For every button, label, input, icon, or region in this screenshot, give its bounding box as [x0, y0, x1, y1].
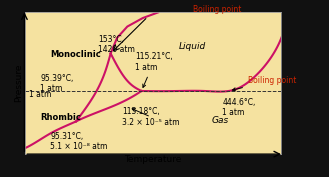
Text: Rhombic: Rhombic — [40, 113, 81, 122]
Text: 153°C,
1420 atm: 153°C, 1420 atm — [98, 35, 135, 55]
Text: Boiling point: Boiling point — [233, 76, 296, 91]
Text: Monoclinic: Monoclinic — [50, 50, 101, 59]
Text: Boiling point: Boiling point — [193, 5, 241, 14]
Text: 95.31°C,
5.1 × 10⁻⁸ atm: 95.31°C, 5.1 × 10⁻⁸ atm — [50, 132, 108, 152]
Text: 1 atm: 1 atm — [29, 90, 51, 99]
Text: 115.18°C,
3.2 × 10⁻⁵ atm: 115.18°C, 3.2 × 10⁻⁵ atm — [122, 107, 180, 127]
Text: Liquid: Liquid — [179, 42, 206, 51]
Text: 115.21°C,
1 atm: 115.21°C, 1 atm — [135, 52, 173, 87]
Text: 444.6°C,
1 atm: 444.6°C, 1 atm — [222, 98, 256, 118]
Text: 95.39°C,
1 atm: 95.39°C, 1 atm — [40, 74, 73, 93]
Text: Gas: Gas — [212, 116, 229, 124]
Y-axis label: Pressure: Pressure — [14, 64, 23, 102]
X-axis label: Temperature: Temperature — [124, 155, 182, 164]
